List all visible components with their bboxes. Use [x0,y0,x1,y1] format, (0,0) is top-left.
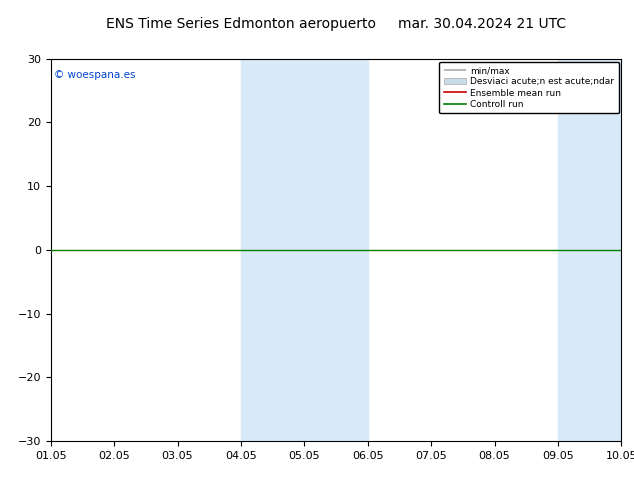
Bar [558,59,621,441]
Text: ENS Time Series Edmonton aeropuerto: ENS Time Series Edmonton aeropuerto [106,17,376,31]
Text: © woespana.es: © woespana.es [53,70,135,80]
Bar [241,59,304,441]
Bar [304,59,368,441]
Text: mar. 30.04.2024 21 UTC: mar. 30.04.2024 21 UTC [398,17,566,31]
Legend: min/max, Desviaci acute;n est acute;ndar, Ensemble mean run, Controll run: min/max, Desviaci acute;n est acute;ndar… [439,62,619,113]
